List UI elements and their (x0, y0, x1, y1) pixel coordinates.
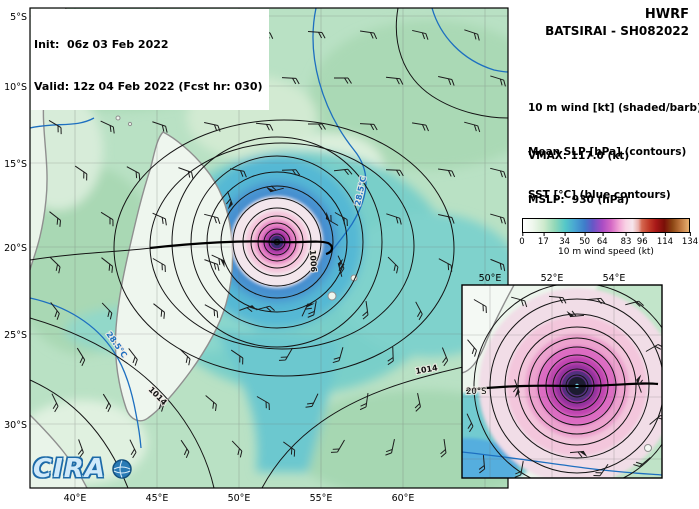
main-map: 1006 1014 1014 28.5°C 28.5°C (30, 8, 508, 488)
colorbar-tick-64: 64 (596, 232, 608, 247)
lat-label-30s: 30°S (4, 420, 27, 431)
longitude-axis: 40°E 45°E 50°E 55°E 60°E (64, 493, 415, 504)
colorbar-tick-17: 17 (537, 232, 549, 247)
lat-label-15s: 15°S (4, 159, 27, 170)
colorbar-tick-34: 34 (559, 232, 571, 247)
sst-contours (30, 8, 508, 449)
lat-label-10s: 10°S (4, 82, 27, 93)
valid-time-line: Valid: 12z 04 Feb 2022 (Fcst hr: 030) (34, 80, 263, 93)
inset-island (644, 444, 652, 452)
lon-label-40e: 40°E (64, 493, 87, 504)
colorbar-ticks: 0 17 34 50 64 83 96 114 134 (519, 232, 698, 247)
lat-label-20s: 20°S (4, 243, 27, 254)
inset-coastline (462, 285, 515, 374)
mozambique-coastline (30, 414, 88, 488)
init-time-line: Init: 06z 03 Feb 2022 (34, 38, 169, 51)
vmax-value: VMAX: 117.0 (kt) (528, 150, 630, 162)
island-comoros-2 (127, 121, 133, 127)
cira-logo-text: CIRA (33, 454, 106, 484)
inset-sst-contour (462, 451, 662, 476)
colorbar-tick-114: 114 (656, 232, 674, 247)
inset-lon-label-50e: 50°E (479, 273, 502, 284)
lat-label-25s: 25°S (4, 330, 27, 341)
lon-label-60e: 60°E (392, 493, 415, 504)
colorbar-gradient (522, 218, 690, 233)
field-legend: 10 m wind [kt] (shaded/barb) Mean SLP [h… (528, 72, 699, 217)
colorbar-caption: 10 m wind speed (kt) (558, 247, 654, 257)
forecast-title-box: Init: 06z 03 Feb 2022 Valid: 12z 04 Feb … (31, 9, 269, 110)
madagascar-island (114, 131, 234, 422)
island-comoros (115, 115, 121, 121)
storm-stats: VMAX: 117.0 (kt) MSLP: 930 (hPa) (528, 120, 629, 222)
inset-map-frame (461, 284, 663, 479)
colorbar-tick-134: 134 (681, 232, 699, 247)
colorbar-tick-0: 0 (519, 232, 525, 247)
latitude-axis: 5°S 10°S 15°S 20°S 25°S 30°S (4, 12, 27, 431)
legend-wind-line: 10 m wind [kt] (shaded/barb) (528, 102, 699, 114)
legend-slp-line: Mean SLP [hPa] (contours) (528, 145, 687, 158)
colorbar-tick-96: 96 (636, 232, 648, 247)
main-map-frame (29, 7, 509, 489)
inset-lon-label-52e: 52°E (541, 273, 564, 284)
storm-id: BATSIRAI - SH082022 (545, 24, 689, 38)
legend-sst-line: SST [°C] (blue contours) (528, 189, 671, 201)
model-header: HWRF BATSIRAI - SH082022 (545, 7, 689, 38)
colorbar-tick-50: 50 (579, 232, 591, 247)
colorbar-tick-83: 83 (620, 232, 632, 247)
lon-label-55e: 55°E (310, 493, 333, 504)
inset-lat-label: 20°S (466, 387, 486, 397)
lon-label-45e: 45°E (146, 493, 169, 504)
cira-logo: CIRA (33, 454, 133, 484)
storm-track-line (149, 240, 333, 256)
inset-map: 20°S 50°E 52°E 54°E (461, 273, 663, 479)
island-reunion (327, 291, 337, 301)
mslp-value: MSLP: 930 (hPa) (528, 193, 630, 206)
inset-madagascar-land (462, 285, 514, 373)
lon-label-50e: 50°E (228, 493, 251, 504)
cira-globe-icon (112, 459, 132, 479)
inset-lon-label-54e: 54°E (603, 273, 626, 284)
lat-label-5s: 5°S (10, 12, 27, 23)
slp-contour-label-inner: 1006 (308, 250, 318, 273)
model-name: HWRF (644, 7, 689, 22)
wind-colorbar: 0 17 34 50 64 83 96 114 134 10 m wind sp… (519, 218, 698, 257)
